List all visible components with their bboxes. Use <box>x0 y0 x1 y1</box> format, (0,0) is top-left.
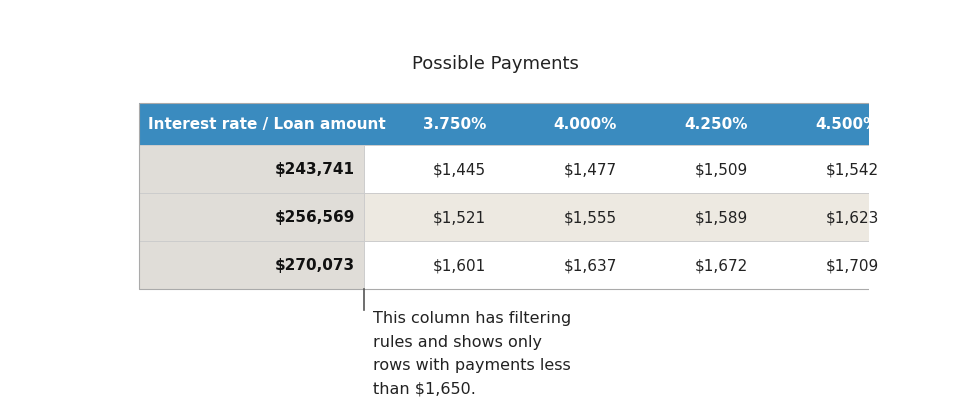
Text: $1,601: $1,601 <box>433 257 486 273</box>
Bar <box>139 104 888 146</box>
Bar <box>626 193 757 241</box>
Bar <box>496 146 626 193</box>
Bar <box>139 146 364 193</box>
Bar <box>496 241 626 289</box>
Text: $1,509: $1,509 <box>695 162 748 177</box>
Text: $1,542: $1,542 <box>826 162 879 177</box>
Text: 3.750%: 3.750% <box>423 117 486 132</box>
Bar <box>496 193 626 241</box>
Bar <box>139 241 364 289</box>
Text: $1,589: $1,589 <box>695 210 748 225</box>
Text: $1,672: $1,672 <box>695 257 748 273</box>
Bar <box>757 146 888 193</box>
Bar <box>364 146 495 193</box>
Bar <box>139 193 364 241</box>
Text: $256,569: $256,569 <box>274 210 355 225</box>
Text: $1,637: $1,637 <box>564 257 617 273</box>
Bar <box>626 146 757 193</box>
Text: $1,709: $1,709 <box>826 257 879 273</box>
Bar <box>364 241 495 289</box>
Text: 4.500%: 4.500% <box>815 117 879 132</box>
Text: Possible Payments: Possible Payments <box>412 55 579 73</box>
Bar <box>757 241 888 289</box>
Text: $1,477: $1,477 <box>564 162 617 177</box>
Text: $270,073: $270,073 <box>275 257 355 273</box>
Bar <box>364 193 495 241</box>
Text: $1,521: $1,521 <box>433 210 486 225</box>
Text: $1,555: $1,555 <box>564 210 617 225</box>
Text: $243,741: $243,741 <box>275 162 355 177</box>
Text: $1,623: $1,623 <box>826 210 879 225</box>
Bar <box>626 241 757 289</box>
Text: Interest rate / Loan amount: Interest rate / Loan amount <box>149 117 386 132</box>
Text: $1,445: $1,445 <box>433 162 486 177</box>
Text: 4.250%: 4.250% <box>685 117 748 132</box>
Text: This column has filtering
rules and shows only
rows with payments less
than $1,6: This column has filtering rules and show… <box>373 310 571 395</box>
Text: 4.000%: 4.000% <box>554 117 617 132</box>
Bar <box>757 193 888 241</box>
Bar <box>139 104 888 289</box>
